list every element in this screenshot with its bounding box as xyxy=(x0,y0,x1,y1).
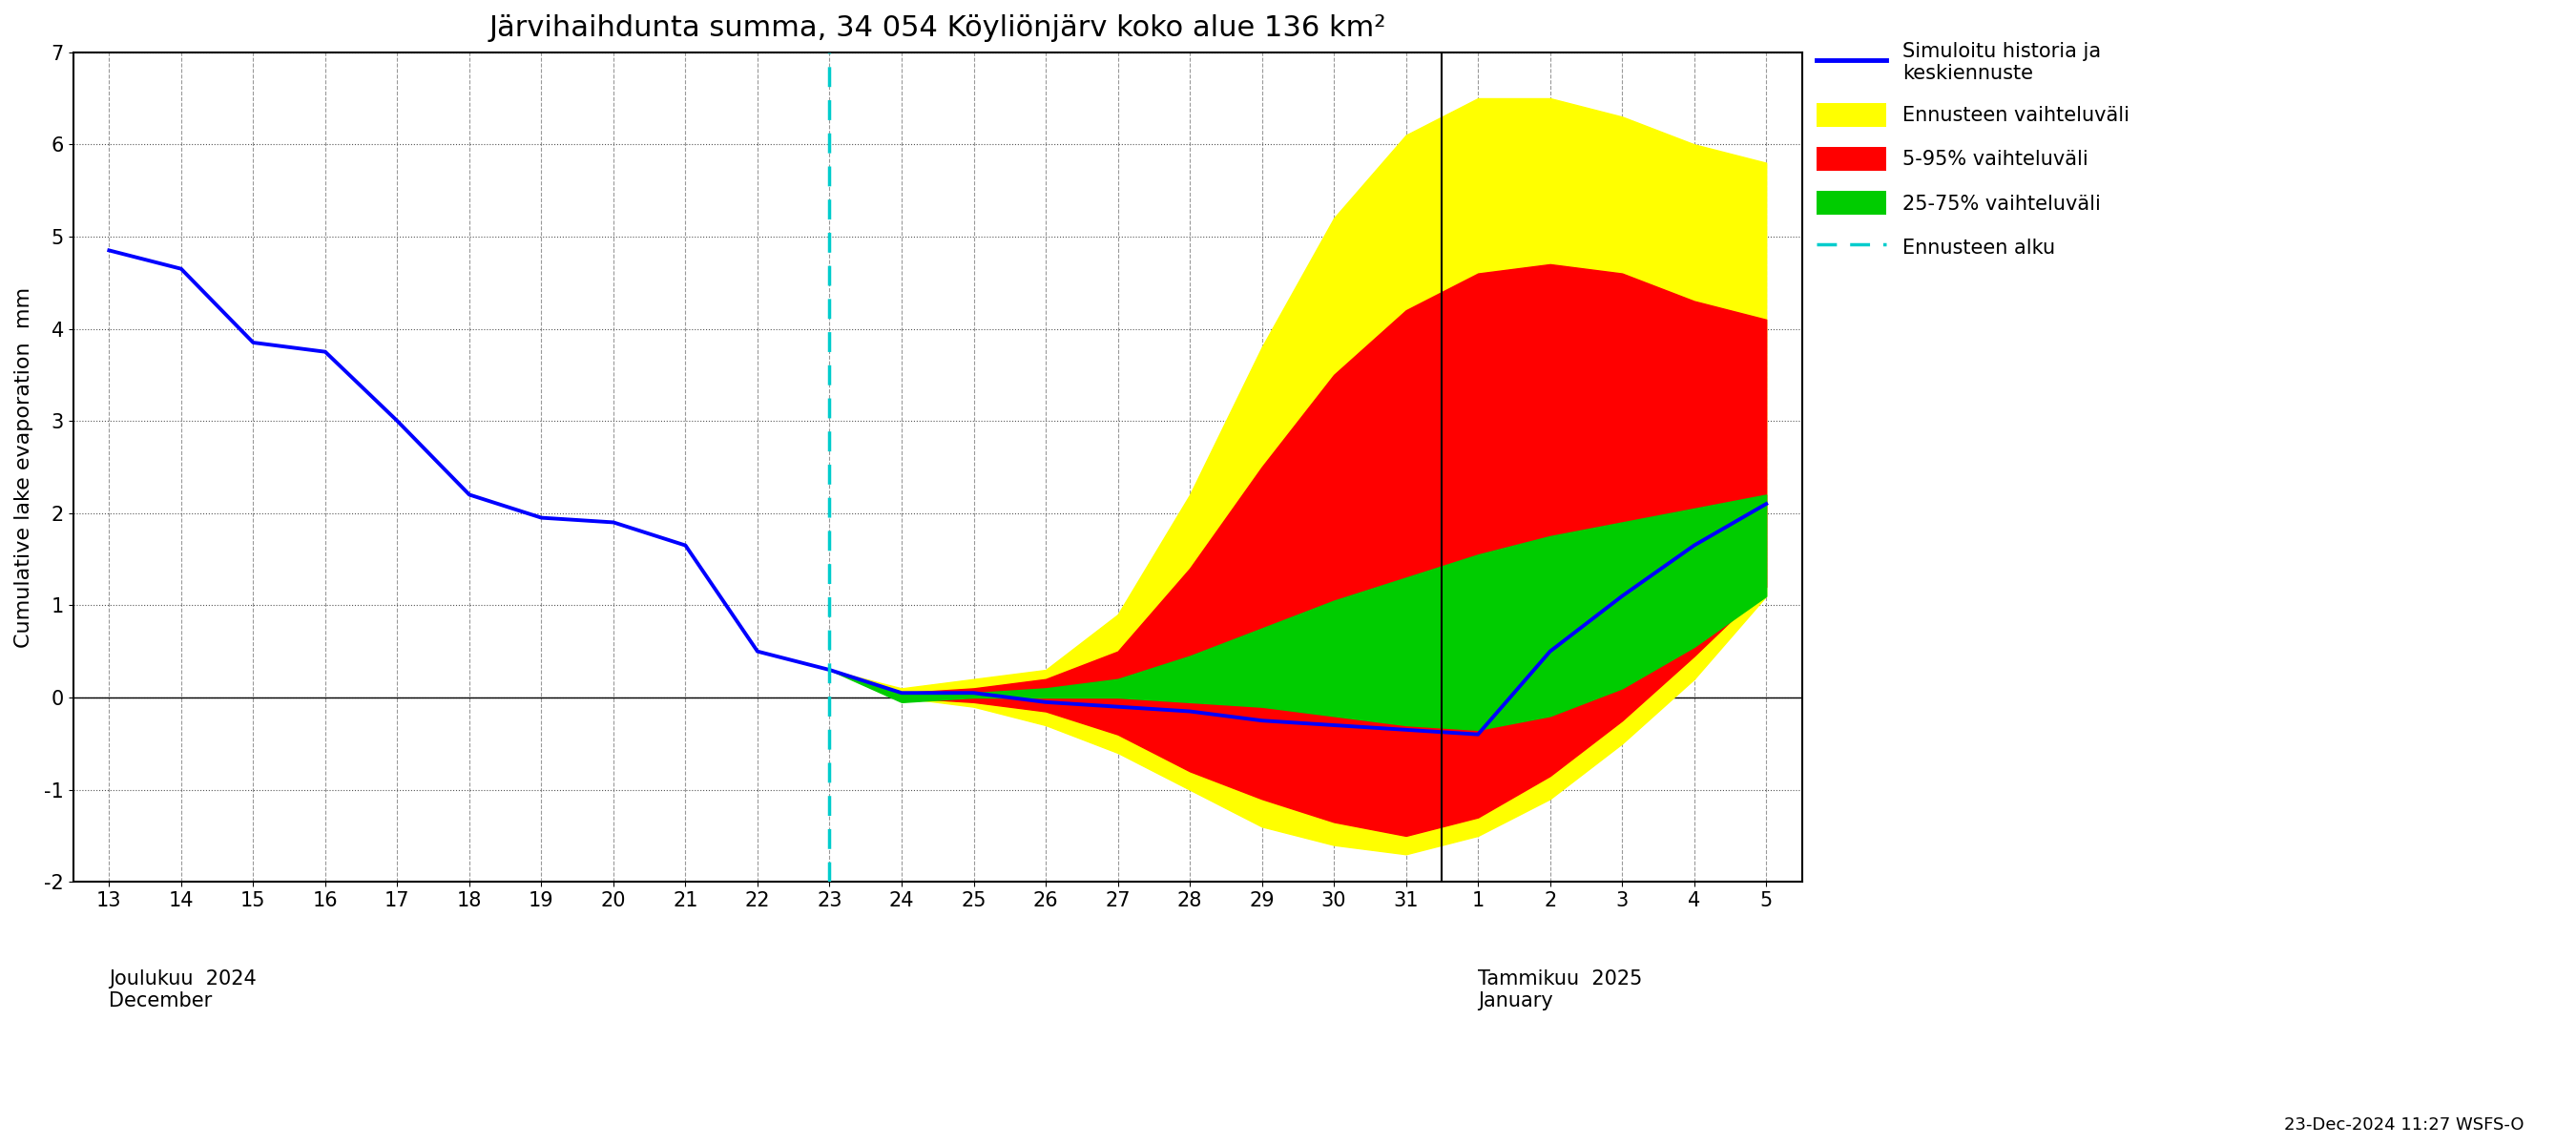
Title: Järvihaihdunta summa, 34 054 Köyliönjärv koko alue 136 km²: Järvihaihdunta summa, 34 054 Köyliönjärv… xyxy=(489,14,1386,42)
Legend: Simuloitu historia ja
keskiennuste, Ennusteen vaihteluväli, 5-95% vaihteluväli, : Simuloitu historia ja keskiennuste, Ennu… xyxy=(1811,35,2136,266)
Text: Joulukuu  2024
December: Joulukuu 2024 December xyxy=(108,970,258,1011)
Text: 23-Dec-2024 11:27 WSFS-O: 23-Dec-2024 11:27 WSFS-O xyxy=(2285,1116,2524,1134)
Text: Tammikuu  2025
January: Tammikuu 2025 January xyxy=(1479,970,1643,1011)
Y-axis label: Cumulative lake evaporation  mm: Cumulative lake evaporation mm xyxy=(15,286,33,647)
